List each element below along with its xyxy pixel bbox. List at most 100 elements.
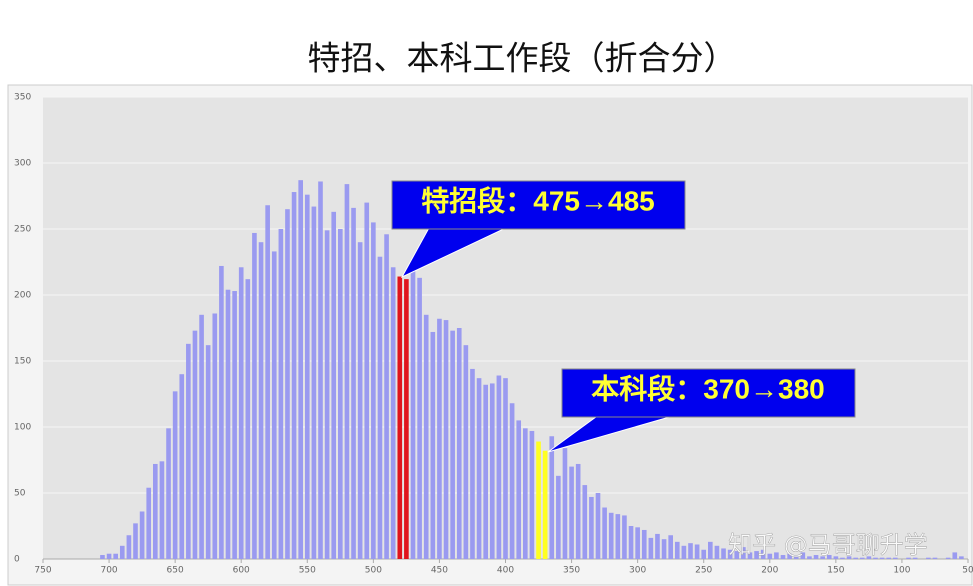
bar <box>688 543 693 559</box>
y-tick-label: 0 <box>14 555 20 565</box>
bar <box>641 529 647 559</box>
bar <box>153 463 158 559</box>
bar <box>417 277 422 559</box>
watermark: 知乎 @马哥聊升学 <box>728 531 928 559</box>
bar <box>833 556 839 559</box>
bar <box>476 378 482 559</box>
bar <box>727 549 733 559</box>
bar <box>873 557 878 559</box>
bar <box>304 194 310 559</box>
bar <box>608 512 614 559</box>
x-tick-label: 300 <box>629 566 646 576</box>
annotation: 本科段：370→380 <box>591 372 824 404</box>
y-tick-label: 100 <box>14 423 31 433</box>
bar <box>516 420 522 559</box>
bar <box>807 556 812 559</box>
bar <box>265 205 270 560</box>
x-tick-label: 200 <box>761 566 778 576</box>
bar <box>139 511 145 559</box>
bar <box>258 242 264 559</box>
bar <box>846 556 852 559</box>
bar <box>622 515 627 559</box>
bar <box>780 555 786 559</box>
bar <box>179 374 185 559</box>
bar <box>489 383 495 559</box>
y-tick-label: 150 <box>14 357 31 367</box>
bar <box>879 557 885 559</box>
bar <box>397 276 403 559</box>
bar <box>245 279 251 559</box>
x-tick-label: 700 <box>100 566 117 576</box>
x-tick-label: 150 <box>827 566 844 576</box>
y-tick-label: 300 <box>14 159 31 169</box>
bar <box>100 555 105 559</box>
bar <box>443 320 449 559</box>
bar <box>271 251 277 559</box>
bar <box>225 289 231 559</box>
bar <box>324 230 330 559</box>
bar <box>906 557 911 559</box>
bar <box>410 268 416 559</box>
bar <box>959 556 964 559</box>
bar <box>146 487 152 559</box>
bar <box>826 555 832 559</box>
bar <box>701 549 707 559</box>
bar <box>734 551 740 559</box>
bar <box>212 313 218 559</box>
bar <box>456 328 462 559</box>
bar <box>529 430 535 559</box>
bar <box>635 527 640 559</box>
bar <box>774 552 779 559</box>
bar <box>377 256 383 559</box>
bar <box>450 330 455 559</box>
x-tick-label: 400 <box>497 566 514 576</box>
bar <box>721 548 726 559</box>
bar <box>509 403 515 559</box>
x-tick-label: 100 <box>893 566 910 576</box>
bar <box>912 557 918 559</box>
bar <box>133 523 138 559</box>
bar <box>668 535 673 559</box>
bar <box>483 384 488 559</box>
bar <box>926 557 931 559</box>
y-tick-label: 350 <box>14 93 31 103</box>
x-tick-label: 450 <box>431 566 448 576</box>
bar <box>859 557 865 559</box>
bar <box>311 206 317 559</box>
bar <box>628 526 634 559</box>
bar <box>364 202 370 559</box>
bar <box>496 375 502 559</box>
bar <box>932 557 938 559</box>
bar <box>694 544 700 559</box>
bar <box>126 535 132 559</box>
bar <box>542 450 548 559</box>
bar <box>595 493 601 559</box>
bar <box>787 553 792 559</box>
bar <box>423 314 429 559</box>
bar <box>582 485 588 559</box>
bar <box>793 555 799 559</box>
bar <box>113 553 118 559</box>
bar <box>523 428 528 559</box>
x-tick-label: 650 <box>167 566 184 576</box>
bar <box>205 345 211 559</box>
bar <box>463 345 469 559</box>
y-tick-label: 250 <box>14 225 31 235</box>
bar <box>278 229 284 559</box>
bar <box>252 232 257 559</box>
bar <box>674 541 680 559</box>
bar <box>119 545 125 559</box>
x-tick-label: 250 <box>695 566 712 576</box>
bar <box>106 553 112 559</box>
bar <box>199 314 204 559</box>
x-tick-label: 750 <box>34 566 51 576</box>
bar <box>589 496 594 559</box>
y-tick-label: 50 <box>14 489 26 499</box>
bar <box>615 514 621 559</box>
annotation: 特招段：475→485 <box>421 184 654 216</box>
bar <box>893 557 898 559</box>
bar <box>575 463 581 559</box>
bar <box>338 229 343 559</box>
bar <box>390 267 396 559</box>
